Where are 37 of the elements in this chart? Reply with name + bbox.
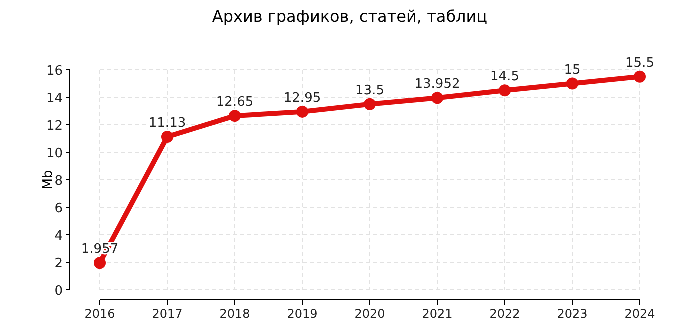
point [499, 84, 511, 97]
data-label: 11.13 [148, 116, 186, 131]
x-tick-label: 2019 [287, 307, 318, 321]
data-label: 15 [564, 62, 581, 78]
point [94, 257, 106, 270]
point [566, 78, 578, 90]
x-tick-label: 2017 [152, 307, 183, 321]
point [432, 92, 444, 104]
y-tick-label: 2 [54, 256, 63, 272]
x-tick-label: 2020 [354, 307, 386, 321]
point [229, 110, 241, 122]
data-label: 15.5 [626, 56, 654, 71]
y-tick-label: 0 [54, 284, 63, 299]
x-tick-label: 2016 [84, 307, 116, 321]
chart-title: Архив графиков, статей, таблиц [212, 7, 488, 26]
point [364, 98, 376, 110]
data-label: 12.65 [216, 95, 254, 110]
data-label: 13.952 [414, 77, 460, 92]
data-label: 14.5 [490, 70, 520, 85]
y-tick-label: 6 [54, 202, 63, 216]
point [162, 130, 174, 143]
x-tick-label: 2018 [220, 307, 250, 321]
data-label: 12.95 [284, 90, 322, 106]
y-tick-label: 10 [46, 146, 63, 162]
y-tick-label: 14 [46, 92, 63, 106]
data-label: 13.5 [356, 83, 384, 98]
y-tick-label: 16 [46, 64, 63, 79]
y-tick-label: 4 [54, 229, 63, 244]
y-axis-title: Mb [41, 170, 56, 190]
point [296, 106, 308, 118]
x-tick-label: 2021 [422, 307, 453, 321]
y-tick-label: 12 [46, 119, 63, 134]
x-tick-label: 2023 [557, 307, 588, 321]
x-tick-label: 2022 [490, 307, 520, 321]
x-tick-label: 2024 [624, 307, 656, 321]
y-tick-label: 8 [54, 174, 63, 189]
point [634, 70, 646, 83]
